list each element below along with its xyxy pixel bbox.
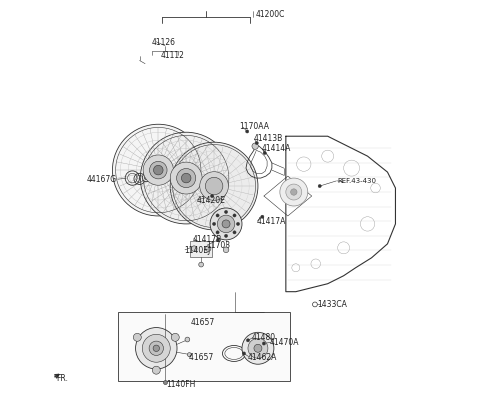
Circle shape xyxy=(192,246,197,252)
Text: 1140EJ: 1140EJ xyxy=(184,246,210,255)
Text: 41112: 41112 xyxy=(160,51,184,60)
Circle shape xyxy=(143,174,150,182)
Text: 41470A: 41470A xyxy=(270,338,300,347)
Circle shape xyxy=(187,353,192,357)
Text: 1170AA: 1170AA xyxy=(239,122,269,131)
Circle shape xyxy=(242,332,274,364)
Circle shape xyxy=(216,238,220,242)
Circle shape xyxy=(318,184,321,188)
Circle shape xyxy=(135,328,177,369)
Text: 41417A: 41417A xyxy=(257,217,286,226)
Circle shape xyxy=(210,208,242,240)
Circle shape xyxy=(217,215,235,233)
Text: 1433CA: 1433CA xyxy=(317,300,347,309)
Circle shape xyxy=(140,132,232,224)
Circle shape xyxy=(233,231,236,234)
Circle shape xyxy=(242,352,246,355)
Circle shape xyxy=(200,172,228,200)
Circle shape xyxy=(225,234,228,238)
Circle shape xyxy=(263,342,265,345)
Circle shape xyxy=(112,124,204,216)
Circle shape xyxy=(133,333,141,341)
Text: 11703: 11703 xyxy=(206,241,230,250)
Text: REF.43-430: REF.43-430 xyxy=(337,178,377,184)
Circle shape xyxy=(149,341,164,356)
Text: 41414A: 41414A xyxy=(262,144,291,154)
Circle shape xyxy=(170,162,202,194)
Circle shape xyxy=(286,184,302,200)
Bar xyxy=(190,241,212,257)
Circle shape xyxy=(205,246,211,252)
Circle shape xyxy=(255,142,258,144)
Text: 41420E: 41420E xyxy=(196,196,225,205)
Text: FR.: FR. xyxy=(57,374,69,383)
Text: 44167G: 44167G xyxy=(86,175,117,184)
Circle shape xyxy=(290,189,297,195)
Circle shape xyxy=(171,333,179,341)
Circle shape xyxy=(152,366,160,374)
Circle shape xyxy=(252,143,258,149)
Text: 41417B: 41417B xyxy=(193,234,222,244)
Text: 41657: 41657 xyxy=(190,318,215,327)
Circle shape xyxy=(237,222,240,226)
Text: 41657: 41657 xyxy=(189,353,216,362)
Circle shape xyxy=(280,178,308,206)
Text: 41462A: 41462A xyxy=(248,353,277,362)
Circle shape xyxy=(154,165,163,175)
Text: 41200C: 41200C xyxy=(255,10,285,19)
Circle shape xyxy=(164,380,168,384)
Circle shape xyxy=(225,210,228,214)
Bar xyxy=(119,312,290,381)
Circle shape xyxy=(246,339,250,342)
Circle shape xyxy=(199,262,204,267)
Text: 1140FH: 1140FH xyxy=(166,380,196,389)
Circle shape xyxy=(211,194,214,198)
Circle shape xyxy=(205,177,223,195)
Circle shape xyxy=(261,215,264,218)
Circle shape xyxy=(177,168,196,188)
Circle shape xyxy=(213,222,216,226)
Circle shape xyxy=(248,338,268,358)
Circle shape xyxy=(143,334,170,362)
Circle shape xyxy=(263,151,266,154)
Circle shape xyxy=(181,173,191,183)
Circle shape xyxy=(222,220,230,228)
Text: 41480: 41480 xyxy=(252,333,276,342)
Circle shape xyxy=(144,176,148,180)
Circle shape xyxy=(216,231,219,234)
Circle shape xyxy=(185,337,190,342)
Circle shape xyxy=(149,161,167,179)
Circle shape xyxy=(223,247,229,253)
Circle shape xyxy=(143,155,173,185)
Circle shape xyxy=(153,345,159,352)
Text: 41413B: 41413B xyxy=(253,134,283,143)
Circle shape xyxy=(246,130,249,133)
Circle shape xyxy=(216,214,219,217)
Circle shape xyxy=(170,142,258,230)
Circle shape xyxy=(233,214,236,217)
Circle shape xyxy=(254,344,262,352)
Text: 41126: 41126 xyxy=(152,38,176,47)
